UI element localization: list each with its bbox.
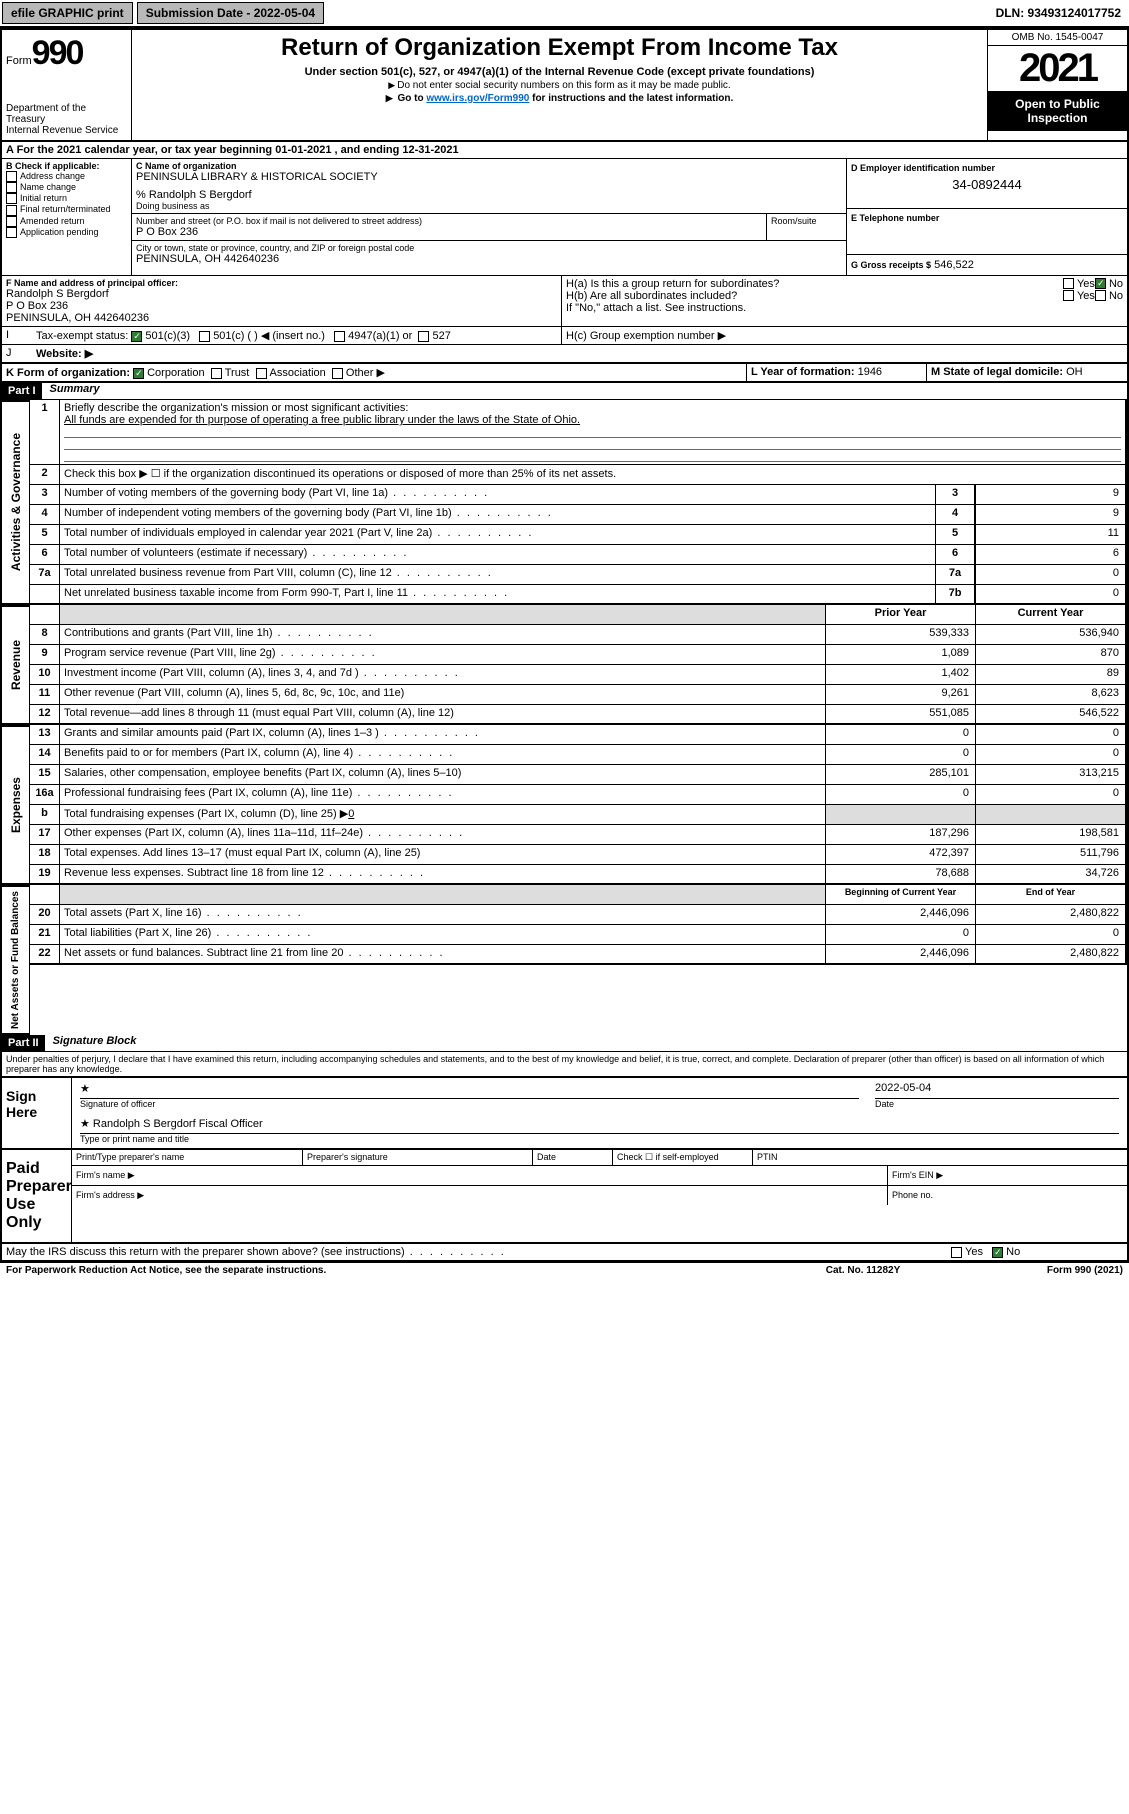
- open-inspection: Open to PublicInspection: [988, 91, 1127, 131]
- efile-print-button[interactable]: efile GRAPHIC print: [2, 2, 133, 24]
- dept-treasury: Department of the Treasury: [6, 103, 127, 125]
- box-i: Tax-exempt status: 501(c)(3) 501(c) ( ) …: [32, 327, 562, 344]
- irs-link[interactable]: www.irs.gov/Form990: [426, 93, 529, 104]
- part1-title: Summary: [42, 383, 100, 399]
- dln-label: DLN: 93493124017752: [988, 2, 1129, 24]
- box-j: Website: ▶: [32, 345, 97, 362]
- sidebar-revenue: Revenue: [7, 636, 25, 694]
- box-hc: H(c) Group exemption number ▶: [562, 327, 1127, 344]
- top-bar: efile GRAPHIC print Submission Date - 20…: [0, 0, 1129, 28]
- box-l: L Year of formation: 1946: [747, 364, 927, 381]
- part1-header: Part I: [2, 383, 42, 399]
- form-title: Return of Organization Exempt From Incom…: [136, 34, 983, 62]
- part2-title: Signature Block: [45, 1035, 137, 1051]
- tax-year: 2021: [988, 46, 1127, 91]
- omb-number: OMB No. 1545-0047: [988, 30, 1127, 46]
- sidebar-netassets: Net Assets or Fund Balances: [8, 887, 23, 1033]
- paid-preparer-label: Paid Preparer Use Only: [2, 1150, 72, 1242]
- part2-header: Part II: [2, 1035, 45, 1051]
- box-c: C Name of organization PENINSULA LIBRARY…: [132, 159, 847, 275]
- sign-here-label: Sign Here: [2, 1078, 72, 1148]
- instructions-note: Go to www.irs.gov/Form990 for instructio…: [136, 93, 983, 104]
- penalty-text: Under penalties of perjury, I declare th…: [2, 1052, 1127, 1076]
- sidebar-governance: Activities & Governance: [7, 429, 25, 575]
- page-footer: For Paperwork Reduction Act Notice, see …: [0, 1262, 1129, 1278]
- box-h: H(a) Is this a group return for subordin…: [562, 276, 1127, 326]
- discuss-text: May the IRS discuss this return with the…: [2, 1244, 947, 1260]
- box-m: M State of legal domicile: OH: [927, 364, 1127, 381]
- box-deg: D Employer identification number 34-0892…: [847, 159, 1127, 275]
- form-subtitle: Under section 501(c), 527, or 4947(a)(1)…: [136, 66, 983, 78]
- form-header: Form990 Department of the Treasury Inter…: [0, 28, 1129, 142]
- line-a: A For the 2021 calendar year, or tax yea…: [0, 142, 1129, 159]
- line-i-label: I: [2, 327, 32, 344]
- irs-label: Internal Revenue Service: [6, 125, 127, 136]
- form-number: Form990: [6, 34, 127, 73]
- box-b: B Check if applicable: Address change Na…: [2, 159, 132, 275]
- submission-date-button[interactable]: Submission Date - 2022-05-04: [137, 2, 324, 24]
- ssn-note: Do not enter social security numbers on …: [136, 80, 983, 91]
- sidebar-expenses: Expenses: [7, 773, 25, 837]
- box-k: K Form of organization: Corporation Trus…: [2, 364, 747, 381]
- box-f: F Name and address of principal officer:…: [2, 276, 562, 326]
- line-j-label: J: [2, 345, 32, 362]
